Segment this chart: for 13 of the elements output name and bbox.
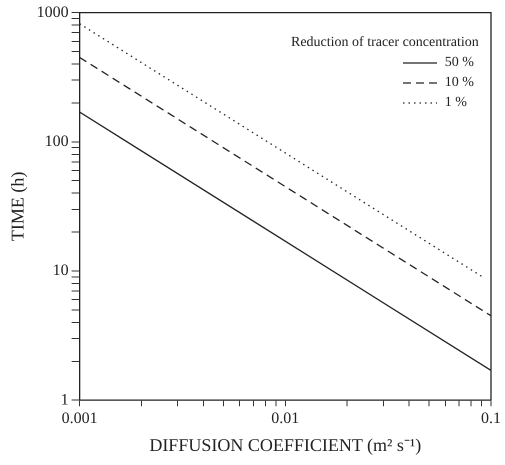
y-tick-label: 100 (44, 133, 69, 150)
y-axis-title: TIME (h) (8, 172, 28, 242)
y-tick-label: 1 (60, 391, 69, 408)
x-tick-label: 0.001 (62, 410, 98, 428)
legend-title: Reduction of tracer concentration (291, 34, 479, 52)
x-tick-label: 0.1 (481, 410, 501, 428)
legend-label: 1 % (444, 94, 468, 112)
y-tick-label: 10 (52, 262, 69, 280)
x-axis-title: DIFFUSION COEFFICIENT (m² s⁻¹) (149, 434, 422, 455)
x-tick-label: 0.01 (271, 410, 300, 428)
legend-label: 50 % (444, 54, 475, 72)
legend-label: 10 % (444, 74, 475, 92)
y-tick-label: 1000 (36, 4, 69, 21)
